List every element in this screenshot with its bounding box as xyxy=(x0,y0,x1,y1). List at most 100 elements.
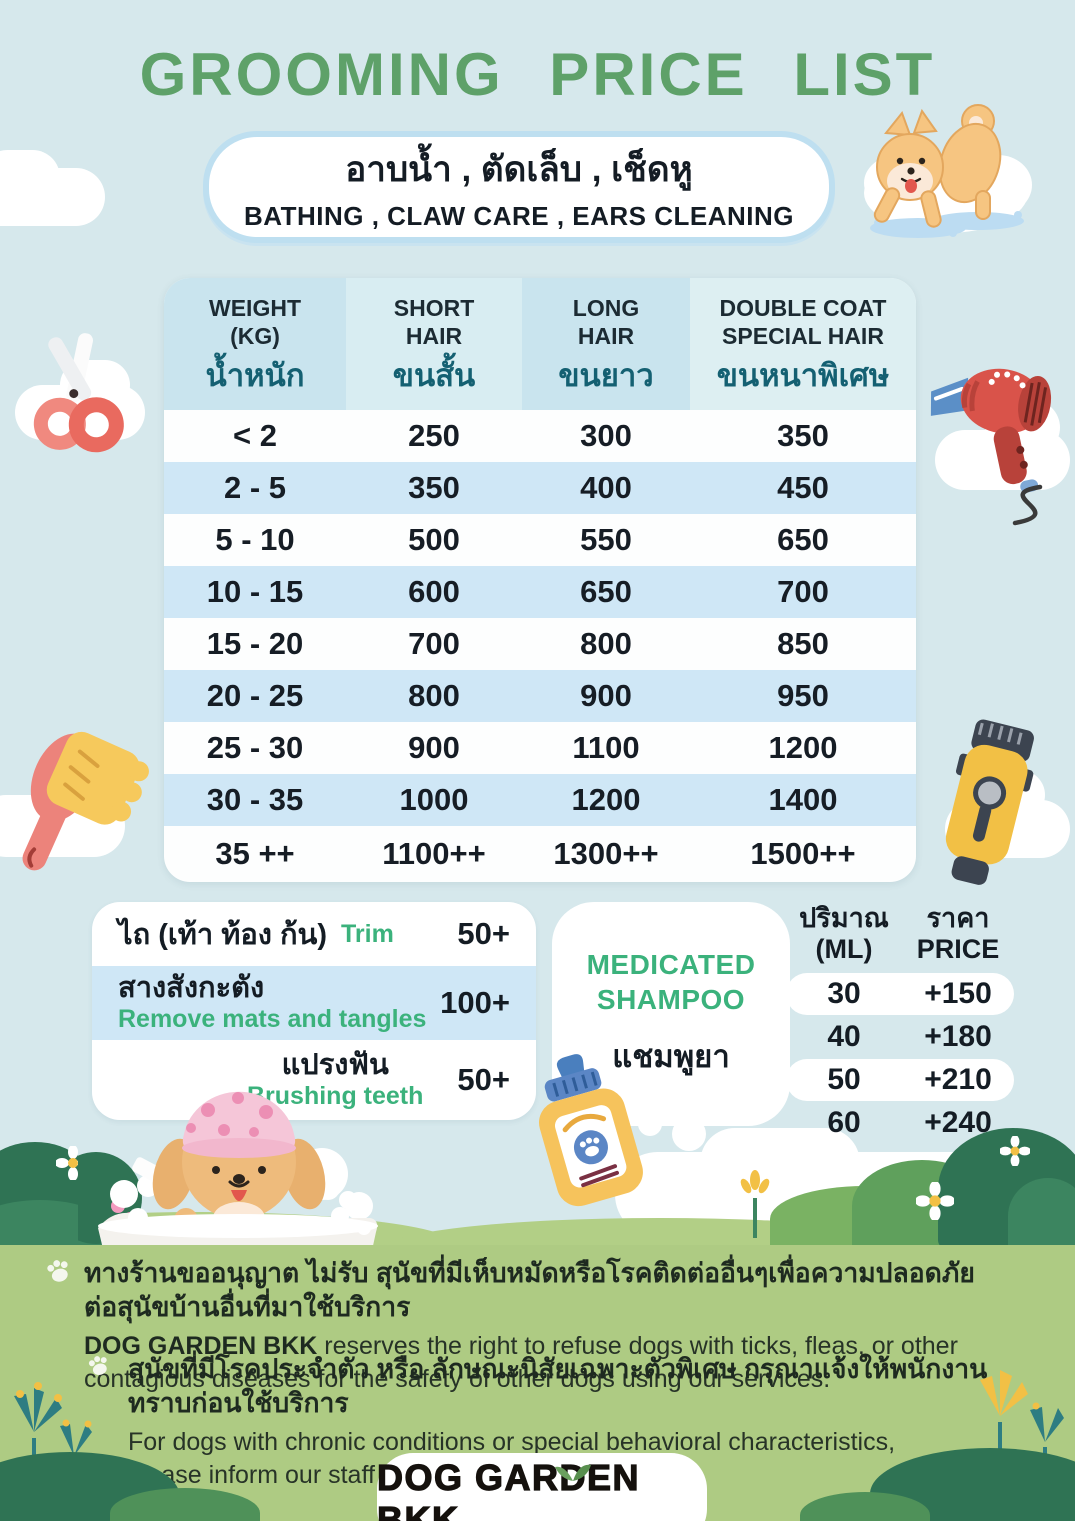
bush-shape xyxy=(110,1488,260,1521)
short-hair-price-cell: 700 xyxy=(408,626,460,661)
price-table-header: WEIGHT (KG) น้ำหนัก SHORT HAIR ขนสั้น LO… xyxy=(164,278,916,410)
clipper-icon xyxy=(928,710,1058,895)
scissors-icon xyxy=(18,325,143,460)
short-hair-price-cell: 500 xyxy=(408,522,460,557)
long-hair-price-cell: 550 xyxy=(580,522,632,557)
shampoo-table-row: 50 +210 xyxy=(786,1059,1014,1102)
double-coat-price-cell: 1500++ xyxy=(750,836,856,871)
weight-range-cell: 15 - 20 xyxy=(206,626,304,661)
weight-range-cell: 30 - 35 xyxy=(206,782,304,817)
daisy-icon xyxy=(916,1182,954,1220)
short-hair-price-cell: 350 xyxy=(408,470,460,505)
daisy-icon xyxy=(56,1146,90,1180)
short-hair-price-cell: 1100++ xyxy=(382,836,486,871)
addon-row-trim: ไถ (เท้า ท้อง ก้น) Trim 50+ xyxy=(92,902,536,966)
cloud-shape xyxy=(0,150,60,205)
long-hair-price-cell: 300 xyxy=(580,418,632,453)
long-hair-price-cell: 1300++ xyxy=(553,836,659,871)
shampoo-table-header: ปริมาณ (ML) ราคา PRICE xyxy=(786,903,1014,965)
price-table-row: < 2 250 300 350 xyxy=(164,410,916,462)
service-subtitle-box: อาบน้ำ , ตัดเล็บ , เช็ดหู BATHING , CLAW… xyxy=(203,131,835,243)
shampoo-volume-header: ปริมาณ (ML) xyxy=(799,903,889,965)
weight-range-cell: 10 - 15 xyxy=(206,574,304,609)
logo-pill: DOG GARDEN BKK xyxy=(376,1453,707,1521)
long-hair-price-cell: 400 xyxy=(580,470,632,505)
price-table-row: 2 - 5 350 400 450 xyxy=(164,462,916,514)
shampoo-price-table: ปริมาณ (ML) ราคา PRICE 30 +150 40 +180 5… xyxy=(786,903,1014,1144)
price-table-body: < 2 250 300 350 2 - 5 350 400 450 5 - 10… xyxy=(164,410,916,882)
weight-range-cell: < 2 xyxy=(233,418,277,453)
long-hair-price-cell: 1100 xyxy=(572,730,640,765)
brand-name: DOG GARDEN BKK xyxy=(84,1331,318,1360)
shampoo-ml-cell: 50 xyxy=(827,1063,861,1097)
weight-range-cell: 25 - 30 xyxy=(206,730,304,765)
double-coat-price-cell: 450 xyxy=(777,470,829,505)
price-table-row: 15 - 20 700 800 850 xyxy=(164,618,916,670)
weight-range-cell: 5 - 10 xyxy=(215,522,295,557)
addon-row-brushing-teeth: แปรงฟัน Brushing teeth 50+ xyxy=(92,1040,536,1120)
double-coat-price-cell: 700 xyxy=(777,574,829,609)
shampoo-price-cell: +180 xyxy=(924,1020,992,1054)
medicated-shampoo-title: MEDICATED SHAMPOO xyxy=(586,949,756,1015)
flower-icon xyxy=(0,1368,144,1521)
weight-range-cell: 20 - 25 xyxy=(206,678,304,713)
flower-icon xyxy=(740,1170,770,1240)
price-table-row: 5 - 10 500 550 650 xyxy=(164,514,916,566)
shampoo-price-cell: +210 xyxy=(924,1063,992,1097)
addon-row-remove-mats: สางสังกะตัง Remove mats and tangles 100+ xyxy=(92,966,536,1040)
shampoo-bottle-icon xyxy=(524,1050,649,1210)
paw-icon xyxy=(44,1258,76,1286)
price-table-row: 20 - 25 800 900 950 xyxy=(164,670,916,722)
column-header-double-coat: DOUBLE COAT SPECIAL HAIR ขนหนาพิเศษ xyxy=(690,278,916,410)
double-coat-price-cell: 850 xyxy=(777,626,829,661)
column-header-long-hair: LONG HAIR ขนยาว xyxy=(522,278,690,410)
price-table-row: 25 - 30 900 1100 1200 xyxy=(164,722,916,774)
price-table-row: 30 - 35 1000 1200 1400 xyxy=(164,774,916,826)
double-coat-price-cell: 350 xyxy=(777,418,829,453)
page-title: GROOMING PRICE LIST xyxy=(139,41,936,108)
price-table: WEIGHT (KG) น้ำหนัก SHORT HAIR ขนสั้น LO… xyxy=(164,278,916,882)
brush-icon xyxy=(8,715,153,890)
double-coat-price-cell: 650 xyxy=(777,522,829,557)
hair-dryer-icon xyxy=(920,345,1070,530)
cloud-shape xyxy=(700,1128,860,1198)
shampoo-ml-cell: 60 xyxy=(827,1106,861,1140)
price-table-row: 10 - 15 600 650 700 xyxy=(164,566,916,618)
long-hair-price-cell: 800 xyxy=(580,626,632,661)
note-ticks-fleas: ทางร้านขออนุญาต ไม่รับ สุนัขที่มีเห็บหมั… xyxy=(84,1258,975,1394)
price-table-row: 35 ++ 1100++ 1300++ 1500++ xyxy=(164,826,916,882)
short-hair-price-cell: 250 xyxy=(408,418,460,453)
short-hair-price-cell: 900 xyxy=(408,730,460,765)
shampoo-price-cell: +150 xyxy=(924,977,992,1011)
shampoo-table-body: 30 +150 40 +180 50 +210 60 +240 xyxy=(786,973,1014,1144)
long-hair-price-cell: 650 xyxy=(580,574,632,609)
subtitle-english: BATHING , CLAW CARE , EARS CLEANING xyxy=(243,201,795,231)
long-hair-price-cell: 1200 xyxy=(571,782,641,817)
leaf-icon xyxy=(553,1459,593,1481)
double-coat-price-cell: 950 xyxy=(777,678,829,713)
shampoo-ml-cell: 30 xyxy=(827,977,861,1011)
column-header-weight: WEIGHT (KG) น้ำหนัก xyxy=(164,278,346,410)
long-hair-price-cell: 900 xyxy=(580,678,632,713)
short-hair-price-cell: 600 xyxy=(408,574,460,609)
shampoo-table-row: 30 +150 xyxy=(786,973,1014,1016)
column-header-short-hair: SHORT HAIR ขนสั้น xyxy=(346,278,522,410)
brand-logo-text: DOG GARDEN BKK xyxy=(376,1456,641,1521)
short-hair-price-cell: 800 xyxy=(408,678,460,713)
subtitle-thai: อาบน้ำ , ตัดเล็บ , เช็ดหู xyxy=(345,150,693,189)
double-coat-price-cell: 1400 xyxy=(768,782,838,817)
daisy-icon xyxy=(1000,1136,1030,1166)
shampoo-table-row: 40 +180 xyxy=(786,1016,1014,1058)
short-hair-price-cell: 1000 xyxy=(399,782,469,817)
shiba-dog-icon xyxy=(858,95,1033,250)
bush-shape xyxy=(1008,1178,1075,1254)
double-coat-price-cell: 1200 xyxy=(768,730,838,765)
weight-range-cell: 2 - 5 xyxy=(223,470,287,505)
medicated-shampoo-thai: แชมพูยา xyxy=(612,1039,730,1074)
weight-range-cell: 35 ++ xyxy=(215,836,295,871)
medicated-shampoo-bubble: MEDICATED SHAMPOO แชมพูยา xyxy=(552,902,790,1126)
shampoo-price-header: ราคา PRICE xyxy=(916,903,1000,965)
shampoo-ml-cell: 40 xyxy=(827,1020,861,1054)
addon-services-box: ไถ (เท้า ท้อง ก้น) Trim 50+ สางสังกะตัง … xyxy=(92,902,536,1120)
